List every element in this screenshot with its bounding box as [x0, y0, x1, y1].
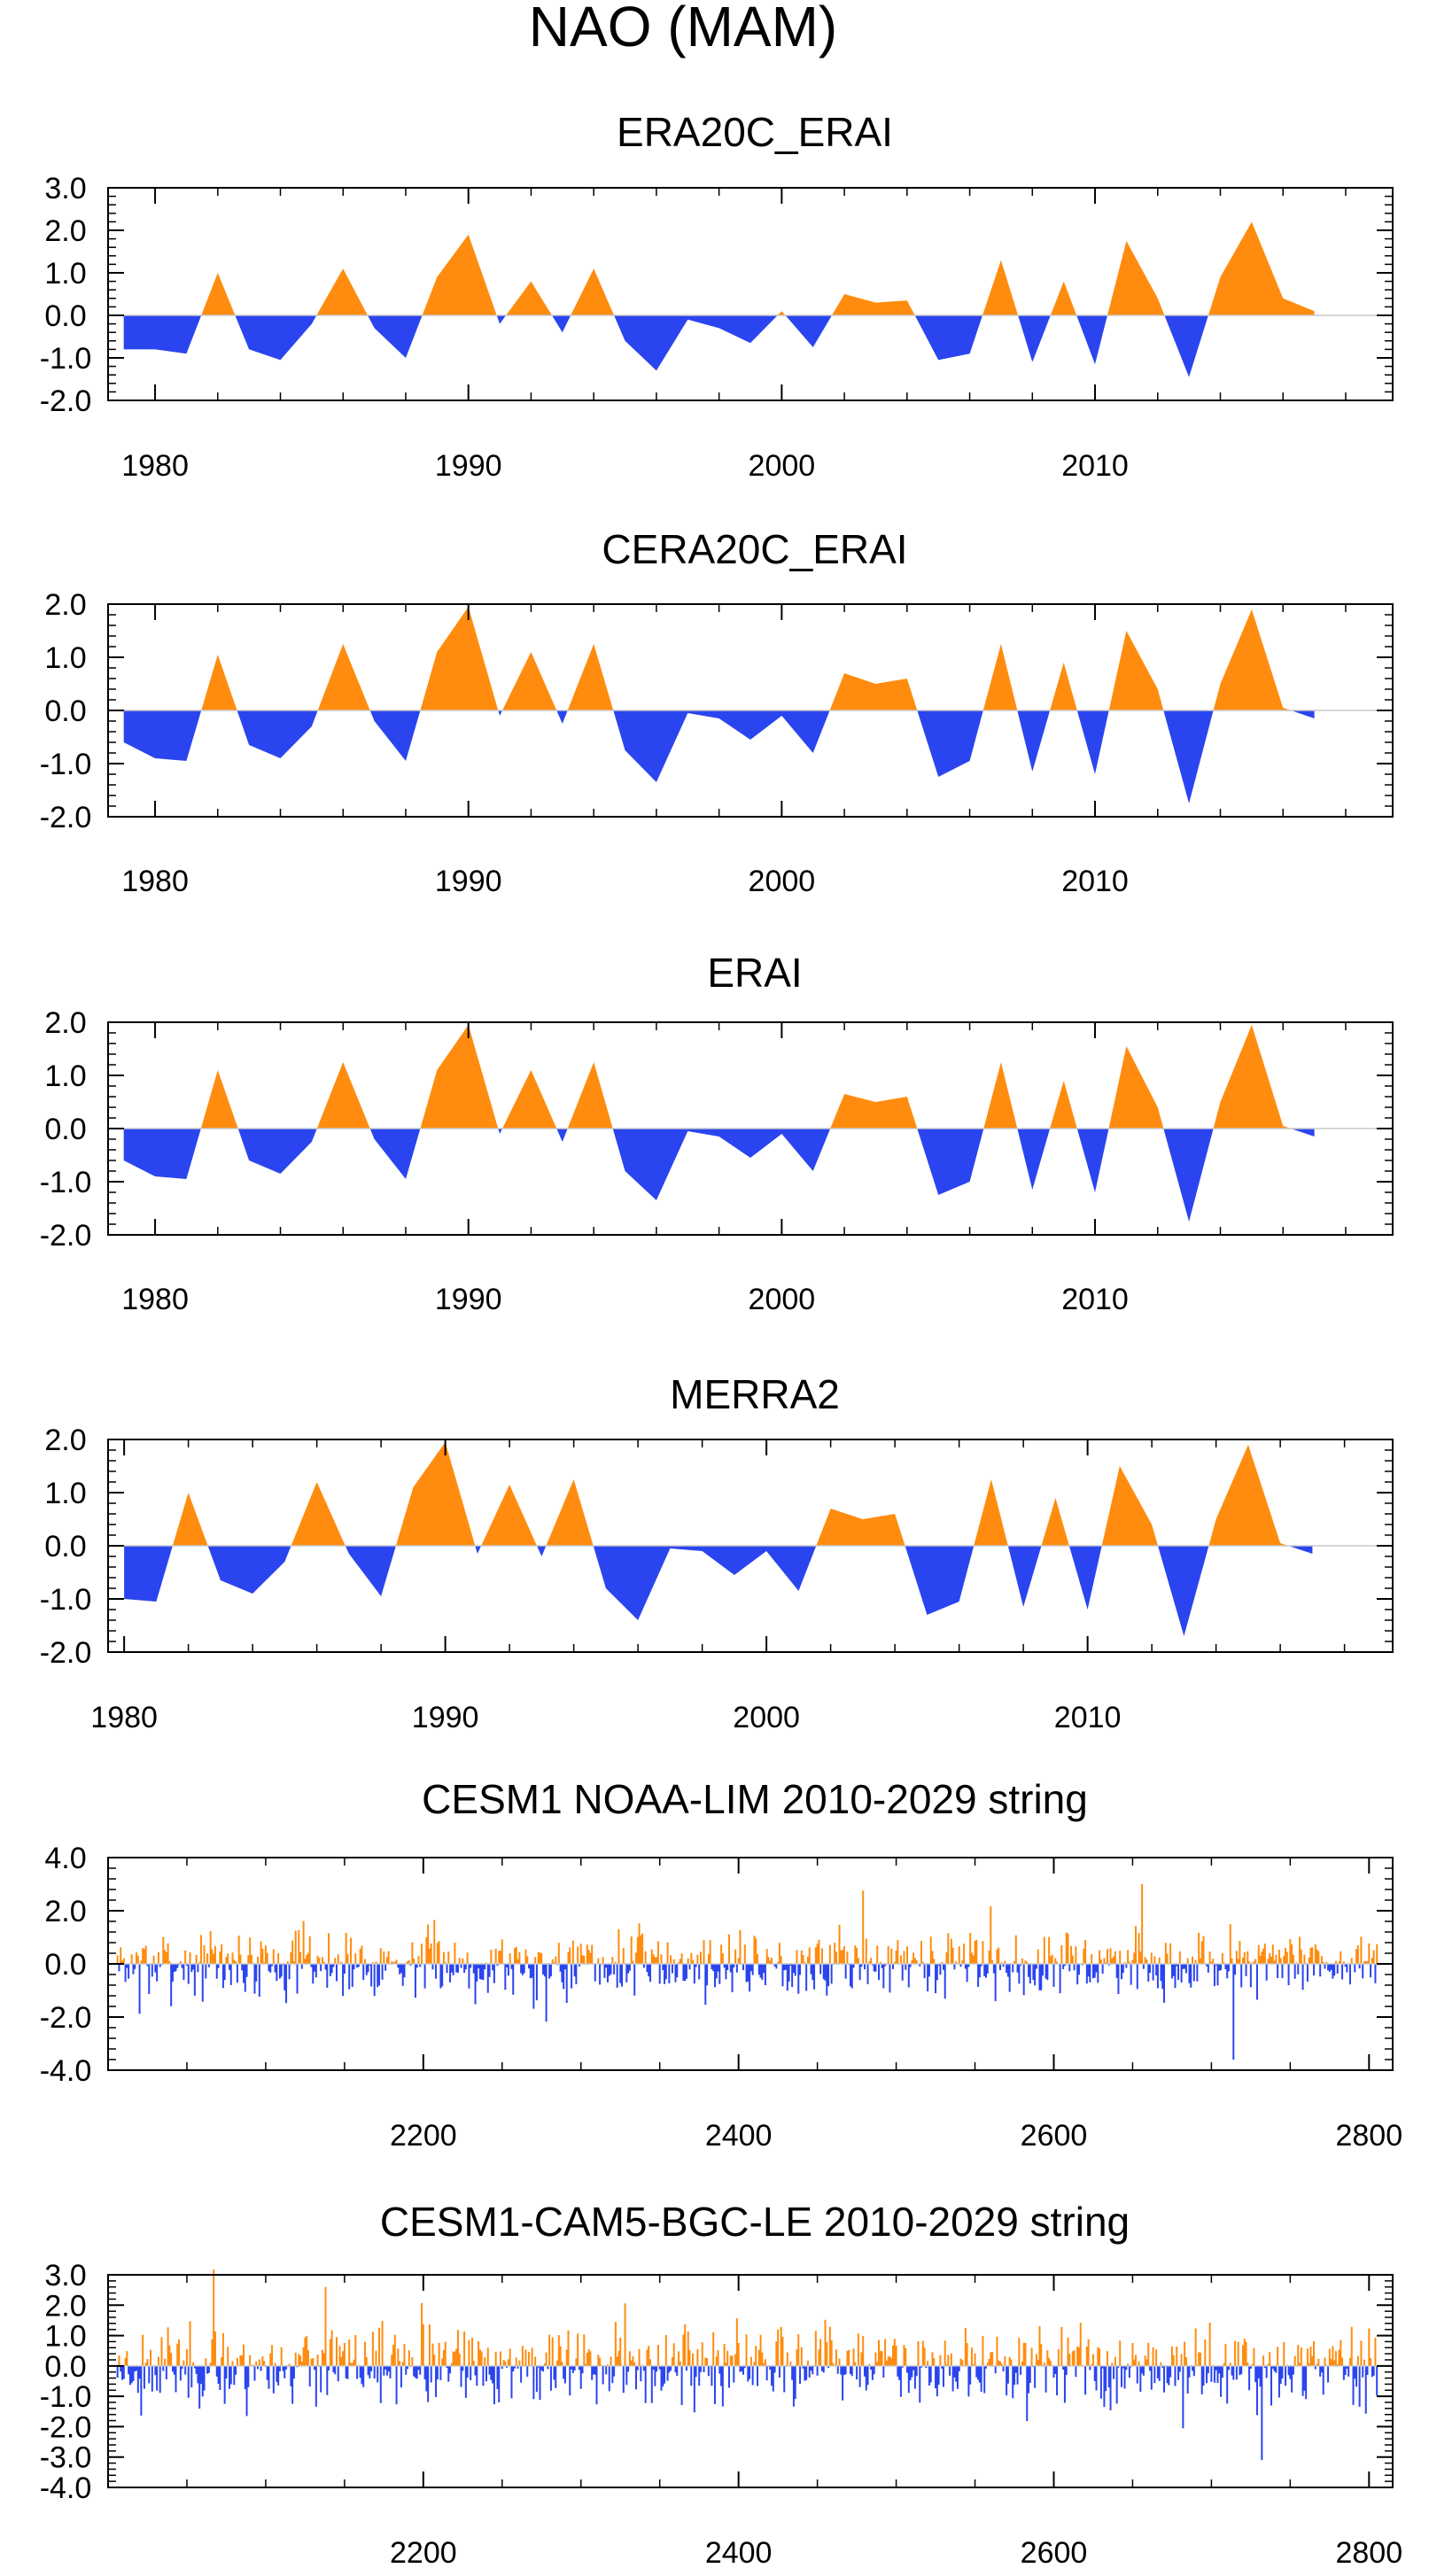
- panel-era20c-erai: ERA20C_ERAI 3.0 2.0 1.0 0.0 -1.0 -2.0 1980 1990…: [40, 109, 1394, 483]
- x-tick-label: 2800: [1335, 2536, 1402, 2570]
- y-tick-label: 0.0: [44, 1948, 86, 1982]
- figure-title: NAO (MAM): [529, 0, 837, 58]
- panel-plot: 4.0 2.0 0.0 -2.0 -4.0 2200 2400 2600 2800: [40, 1842, 1402, 2153]
- y-tick-label: 1.0: [44, 257, 86, 291]
- series-negative-bars: [118, 1964, 1377, 2060]
- y-tick-label: -2.0: [40, 384, 92, 418]
- series-positive-area: [124, 1442, 1313, 1546]
- y-tick-label: 2.0: [44, 2289, 86, 2323]
- x-tick-label: 2200: [390, 2119, 457, 2153]
- y-tick-label: -1.0: [40, 1583, 92, 1617]
- plot-frame: [107, 2274, 1394, 2488]
- panel-title: CERA20C_ERAI: [602, 526, 907, 572]
- x-tick-label: 1980: [121, 449, 189, 483]
- series-positive-area: [123, 1025, 1315, 1129]
- y-tick-label: 4.0: [44, 1842, 86, 1875]
- x-tick-label: 2010: [1054, 1701, 1122, 1734]
- x-tick-label: 1980: [90, 1701, 158, 1734]
- y-tick-label: 1.0: [44, 1477, 86, 1510]
- x-tick-label: 2400: [705, 2536, 773, 2570]
- x-tick-label: 2400: [705, 2119, 773, 2153]
- y-tick-label: -2.0: [40, 2001, 92, 2035]
- panel-title: CESM1 NOAA-LIM 2010-2029 string: [422, 1776, 1088, 1822]
- panel-erai: ERAI 2.0 1.0 0.0 -1.0 -2.0 1980 1990 2000 2010: [40, 950, 1394, 1316]
- panel-title: ERAI: [707, 950, 802, 996]
- x-tick-label: 2800: [1335, 2119, 1402, 2153]
- plot-frame: [107, 187, 1394, 401]
- series-positive-area: [123, 221, 1315, 315]
- series-positive-area: [123, 607, 1315, 710]
- series-negative-area: [123, 1129, 1315, 1222]
- y-tick-label: -2.0: [40, 1636, 92, 1670]
- x-tick-label: 1990: [412, 1701, 479, 1734]
- panel-cesm1-noaa-lim: CESM1 NOAA-LIM 2010-2029 string 4.0 2.0 0.…: [40, 1776, 1402, 2153]
- x-tick-label: 2600: [1021, 2536, 1088, 2570]
- panel-cera20c-erai: CERA20C_ERAI 2.0 1.0 0.0 -1.0 -2.0 1980 1990 20…: [40, 526, 1394, 898]
- y-tick-label: 1.0: [44, 2320, 86, 2354]
- x-tick-label: 2000: [749, 1283, 816, 1316]
- y-tick-label: 2.0: [44, 214, 86, 248]
- y-tick-label: -1.0: [40, 2380, 92, 2414]
- series-positive-bars: [116, 1884, 1379, 1964]
- panel-plot: 2.0 1.0 0.0 -1.0 -2.0 1980 1990 2000 2010: [40, 1006, 1394, 1316]
- y-tick-label: 3.0: [44, 2259, 86, 2293]
- y-tick-label: 0.0: [44, 694, 86, 728]
- y-tick-label: 0.0: [44, 299, 86, 333]
- series-positive-bars: [118, 2270, 1377, 2366]
- series-negative-bars: [116, 2365, 1379, 2461]
- panel-plot: 3.02.01.00.0-1.0-2.0-3.0-4.0 2200 2400 2600…: [40, 2259, 1402, 2570]
- x-tick-label: 2600: [1021, 2119, 1088, 2153]
- x-tick-label: 2010: [1061, 865, 1129, 898]
- x-tick-label: 1990: [435, 449, 502, 483]
- series-negative-area: [124, 1546, 1313, 1636]
- x-tick-label: 2000: [733, 1701, 800, 1734]
- y-tick-label: -2.0: [40, 801, 92, 834]
- panel-plot: 2.0 1.0 0.0 -1.0 -2.0 1980 1990 2000 2010: [40, 1424, 1394, 1734]
- y-tick-label: 2.0: [44, 1424, 86, 1457]
- y-tick-label: 2.0: [44, 588, 86, 622]
- y-tick-label: -4.0: [40, 2054, 92, 2088]
- x-tick-label: 1990: [435, 1283, 502, 1316]
- panel-plot: 2.0 1.0 0.0 -1.0 -2.0 1980 1990 2000 2010: [40, 588, 1394, 898]
- y-tick-label: 0.0: [44, 1530, 86, 1563]
- panel-title: MERRA2: [670, 1371, 840, 1417]
- x-tick-label: 1980: [121, 865, 189, 898]
- x-tick-label: 2010: [1061, 449, 1129, 483]
- y-tick-label: 3.0: [44, 172, 86, 206]
- y-tick-label: -1.0: [40, 1166, 92, 1199]
- x-tick-label: 2000: [749, 449, 816, 483]
- y-tick-label: 1.0: [44, 1059, 86, 1093]
- y-tick-label: -4.0: [40, 2471, 92, 2505]
- x-tick-label: 2000: [749, 865, 816, 898]
- panel-cesm1-cam5-bgc-le: CESM1-CAM5-BGC-LE 2010-2029 string 3.02.…: [40, 2199, 1402, 2570]
- y-tick-label: -2.0: [40, 2410, 92, 2444]
- y-tick-label: 1.0: [44, 641, 86, 675]
- x-tick-label: 1990: [435, 865, 502, 898]
- y-tick-label: 0.0: [44, 1113, 86, 1146]
- series-negative-area: [123, 710, 1315, 803]
- x-tick-label: 2200: [390, 2536, 457, 2570]
- y-tick-label: 2.0: [44, 1006, 86, 1040]
- panel-merra2: MERRA2 2.0 1.0 0.0 -1.0 -2.0 1980 1990 2000 2010: [40, 1371, 1394, 1734]
- panel-plot: 3.0 2.0 1.0 0.0 -1.0 -2.0 1980 1990 2000 2010: [40, 172, 1394, 483]
- panel-title: CESM1-CAM5-BGC-LE 2010-2029 string: [380, 2199, 1130, 2245]
- y-tick-label: 0.0: [44, 2350, 86, 2384]
- y-tick-label: -1.0: [40, 748, 92, 781]
- y-tick-label: -2.0: [40, 1219, 92, 1253]
- x-tick-label: 1980: [121, 1283, 189, 1316]
- series-negative-area: [123, 315, 1315, 377]
- x-tick-label: 2010: [1061, 1283, 1129, 1316]
- y-tick-label: 2.0: [44, 1895, 86, 1928]
- panel-title: ERA20C_ERAI: [617, 109, 893, 155]
- y-tick-label: -3.0: [40, 2441, 92, 2475]
- y-tick-label: -1.0: [40, 342, 92, 376]
